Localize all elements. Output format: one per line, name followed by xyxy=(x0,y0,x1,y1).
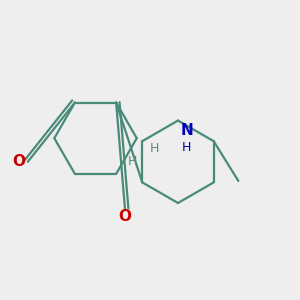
Text: H: H xyxy=(182,141,191,154)
Text: H: H xyxy=(150,142,159,155)
Text: H: H xyxy=(128,155,137,168)
Text: O: O xyxy=(118,209,131,224)
Text: N: N xyxy=(180,123,193,138)
Text: O: O xyxy=(13,154,26,169)
